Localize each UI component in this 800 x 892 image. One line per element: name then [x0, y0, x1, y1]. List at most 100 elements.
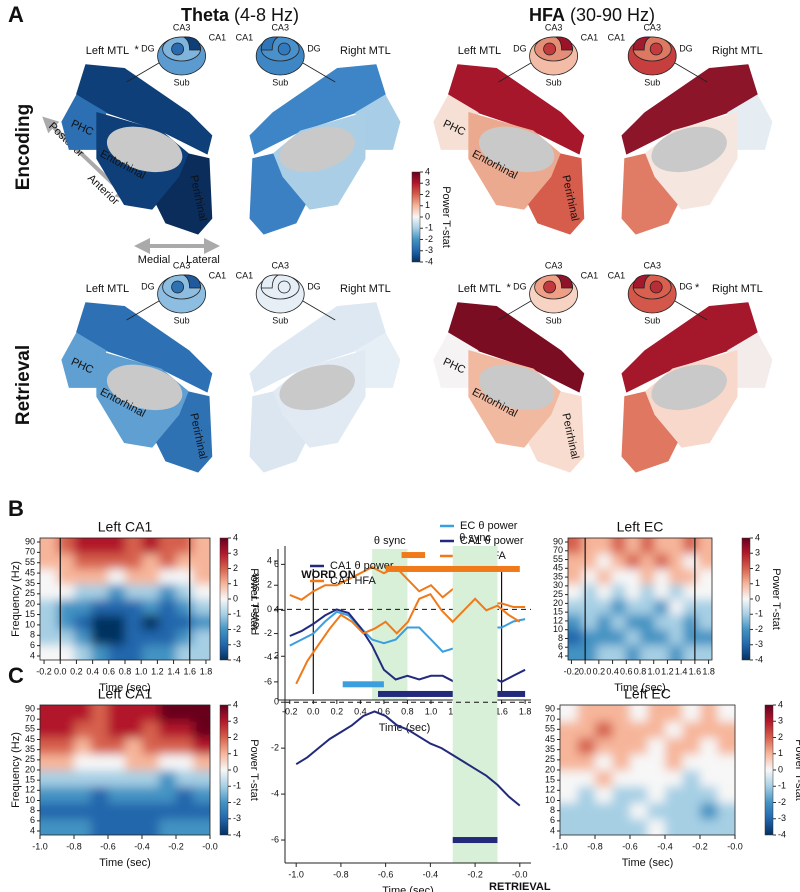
heatmap-cell — [159, 737, 177, 755]
y-tick-label: 4 — [274, 605, 279, 615]
region-perirhinal — [156, 391, 213, 473]
heatmap-cell — [176, 818, 194, 835]
heatmap-cell — [682, 786, 701, 803]
x-axis-label: Time (sec) — [99, 682, 151, 694]
hemisphere — [249, 302, 401, 473]
x-tick-label: -0.2 — [168, 841, 184, 851]
heatmap-cell — [40, 583, 58, 600]
heatmap-cell — [91, 614, 109, 630]
y-tick-label: 6 — [558, 642, 563, 652]
heatmap-cell — [568, 553, 583, 569]
column-title-sub: (30-90 Hz) — [570, 5, 655, 25]
heatmap-cell — [193, 705, 210, 722]
heatmap-cell — [108, 644, 126, 660]
heatmap-cell — [668, 568, 684, 585]
heatmap-cell — [700, 721, 718, 738]
heatmap-cell — [91, 553, 109, 569]
heatmap-cell — [640, 644, 655, 660]
heatmap-cell — [74, 705, 92, 722]
column-title-sub: (4-8 Hz) — [234, 5, 299, 25]
heatmap-cell — [142, 802, 160, 820]
heatmap-cell — [57, 737, 75, 755]
series-line — [295, 710, 521, 807]
significance-bar — [378, 690, 526, 697]
y-tick-label: 12 — [553, 615, 563, 625]
heatmap-cell — [665, 802, 683, 820]
x-tick-label: 1.4 — [167, 666, 180, 676]
heatmap-cell — [74, 753, 92, 771]
heatmap-cell — [125, 538, 143, 554]
y-tick-label: 10 — [553, 624, 563, 634]
heatmap-cell — [159, 721, 177, 738]
y-tick-label: 70 — [553, 545, 563, 555]
subfield-dg — [277, 280, 291, 294]
heatmap-cell — [40, 568, 58, 585]
heatmap-cell — [159, 599, 177, 615]
heatmap-cell — [668, 629, 684, 646]
heatmap-cell — [683, 568, 699, 585]
axis-label: Medial — [138, 254, 170, 266]
heatmap-cell — [611, 644, 627, 660]
heatmap-cell — [700, 786, 718, 803]
y-axis-label: Frequency (Hz) — [10, 732, 22, 808]
colorbar-tick-label: 4 — [778, 699, 783, 709]
heatmap-cell — [697, 583, 712, 600]
heatmap-cell — [582, 599, 598, 615]
heatmap-cell — [142, 614, 160, 630]
colorbar — [741, 537, 751, 661]
heatmap-cell — [125, 644, 143, 660]
heatmap-cell — [582, 644, 598, 660]
heatmap-cell — [125, 786, 143, 803]
y-tick-label: 55 — [553, 554, 563, 564]
heatmap-cell — [91, 629, 109, 646]
y-tick-label: 35 — [25, 744, 35, 754]
x-tick-label: 1.2 — [661, 666, 674, 676]
colorbar-tick-label: 3 — [233, 548, 238, 558]
heatmap-cell — [142, 553, 160, 569]
heatmap-cell — [142, 629, 160, 646]
heatmap-cell — [142, 818, 160, 835]
y-tick-label: 12 — [545, 785, 555, 795]
hemisphere — [61, 302, 213, 473]
y-tick-label: 6 — [30, 640, 35, 650]
column-title-main: HFA — [529, 5, 565, 25]
y-tick-label: 20 — [25, 764, 35, 774]
region-mtl — [448, 302, 585, 393]
heatmap-cell — [74, 802, 92, 820]
x-tick-label: 1.0 — [135, 666, 148, 676]
heatmap-cell — [57, 818, 75, 835]
x-tick-label: 1.6 — [495, 706, 508, 716]
y-tick-label: 25 — [545, 754, 555, 764]
colorbar-tick-label: -2 — [755, 624, 763, 634]
colorbar-tick-label: 0 — [233, 764, 238, 774]
colorbar-tick-label: -1 — [425, 223, 433, 233]
heatmap-cell — [612, 802, 631, 820]
heatmap-cell — [682, 721, 701, 738]
colorbar-tick-label: -1 — [233, 609, 241, 619]
legend-label: CA1 HFA — [330, 575, 377, 587]
colorbar-tick-label: 0 — [778, 764, 783, 774]
y-tick-label: 30 — [553, 580, 563, 590]
heatmap-cell — [612, 753, 631, 771]
hemisphere-label: Left MTL — [86, 283, 129, 295]
colorbar-tick-label: 4 — [425, 166, 430, 176]
subfield-label: CA1 — [236, 32, 254, 42]
heatmap-cell — [159, 802, 177, 820]
heatmap-cell — [108, 553, 126, 569]
heatmap-cell — [577, 721, 596, 738]
y-tick-label: 55 — [25, 724, 35, 734]
shade-label: θ sync — [459, 532, 491, 544]
y-tick-label: 20 — [25, 599, 35, 609]
hippocampus-inset — [498, 36, 578, 83]
heatmap-cell — [611, 553, 627, 569]
heatmap-cell — [57, 538, 75, 554]
significance-bar — [452, 837, 498, 844]
heatmap-cell — [193, 599, 210, 615]
heatmap-cell — [125, 770, 143, 787]
x-tick-label: 1.4 — [675, 666, 688, 676]
heatmap-cell — [142, 599, 160, 615]
subfield-dg — [649, 280, 663, 294]
colorbar — [764, 704, 774, 836]
heatmap-cell — [125, 568, 143, 585]
heatmap-cell — [630, 802, 648, 820]
